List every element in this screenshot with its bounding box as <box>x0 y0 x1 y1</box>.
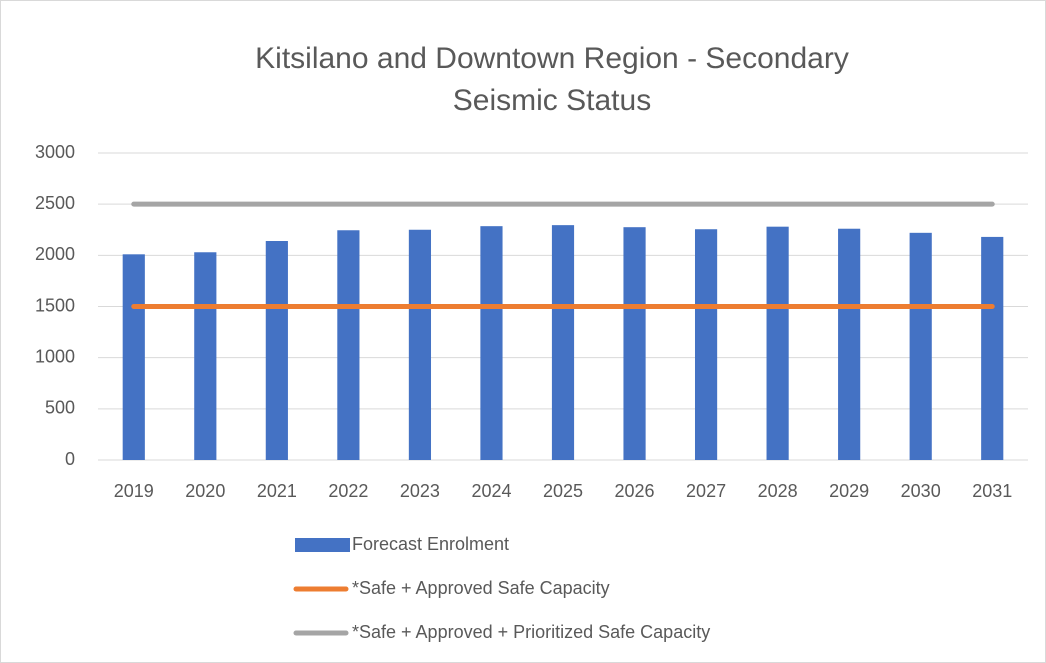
x-tick-label: 2029 <box>829 481 869 501</box>
legend-swatch <box>295 538 350 552</box>
chart-title: Kitsilano and Downtown Region - Secondar… <box>255 42 849 117</box>
legend-label: *Safe + Approved Safe Capacity <box>352 578 610 598</box>
legend-label: Forecast Enrolment <box>352 534 509 554</box>
bar <box>981 236 1004 460</box>
bar <box>694 229 718 460</box>
bar <box>408 229 432 460</box>
y-tick-label: 2500 <box>35 193 75 213</box>
x-tick-label: 2031 <box>972 481 1012 501</box>
x-tick-label: 2021 <box>257 481 297 501</box>
x-tick-label: 2023 <box>400 481 440 501</box>
bar <box>265 241 288 460</box>
x-tick-label: 2022 <box>328 481 368 501</box>
bar <box>909 232 932 460</box>
x-tick-label: 2024 <box>471 481 511 501</box>
x-tick-label: 2027 <box>686 481 726 501</box>
y-tick-label: 1000 <box>35 346 75 366</box>
x-tick-label: 2025 <box>543 481 583 501</box>
x-tick-label: 2028 <box>758 481 798 501</box>
legend-label: *Safe + Approved + Prioritized Safe Capa… <box>352 622 710 642</box>
y-tick-label: 0 <box>65 449 75 469</box>
bar <box>766 226 789 460</box>
bar <box>480 226 503 460</box>
bar <box>838 228 861 460</box>
bar <box>337 230 360 460</box>
x-tick-label: 2030 <box>901 481 941 501</box>
bar <box>122 254 145 460</box>
bar <box>623 227 646 460</box>
y-tick-label: 2000 <box>35 244 75 264</box>
y-tick-label: 3000 <box>35 142 75 162</box>
x-tick-label: 2020 <box>185 481 225 501</box>
x-tick-label: 2019 <box>114 481 154 501</box>
y-tick-label: 500 <box>45 398 75 418</box>
y-tick-label: 1500 <box>35 295 75 315</box>
x-tick-label: 2026 <box>615 481 655 501</box>
bar <box>194 252 217 460</box>
bar <box>551 225 575 460</box>
